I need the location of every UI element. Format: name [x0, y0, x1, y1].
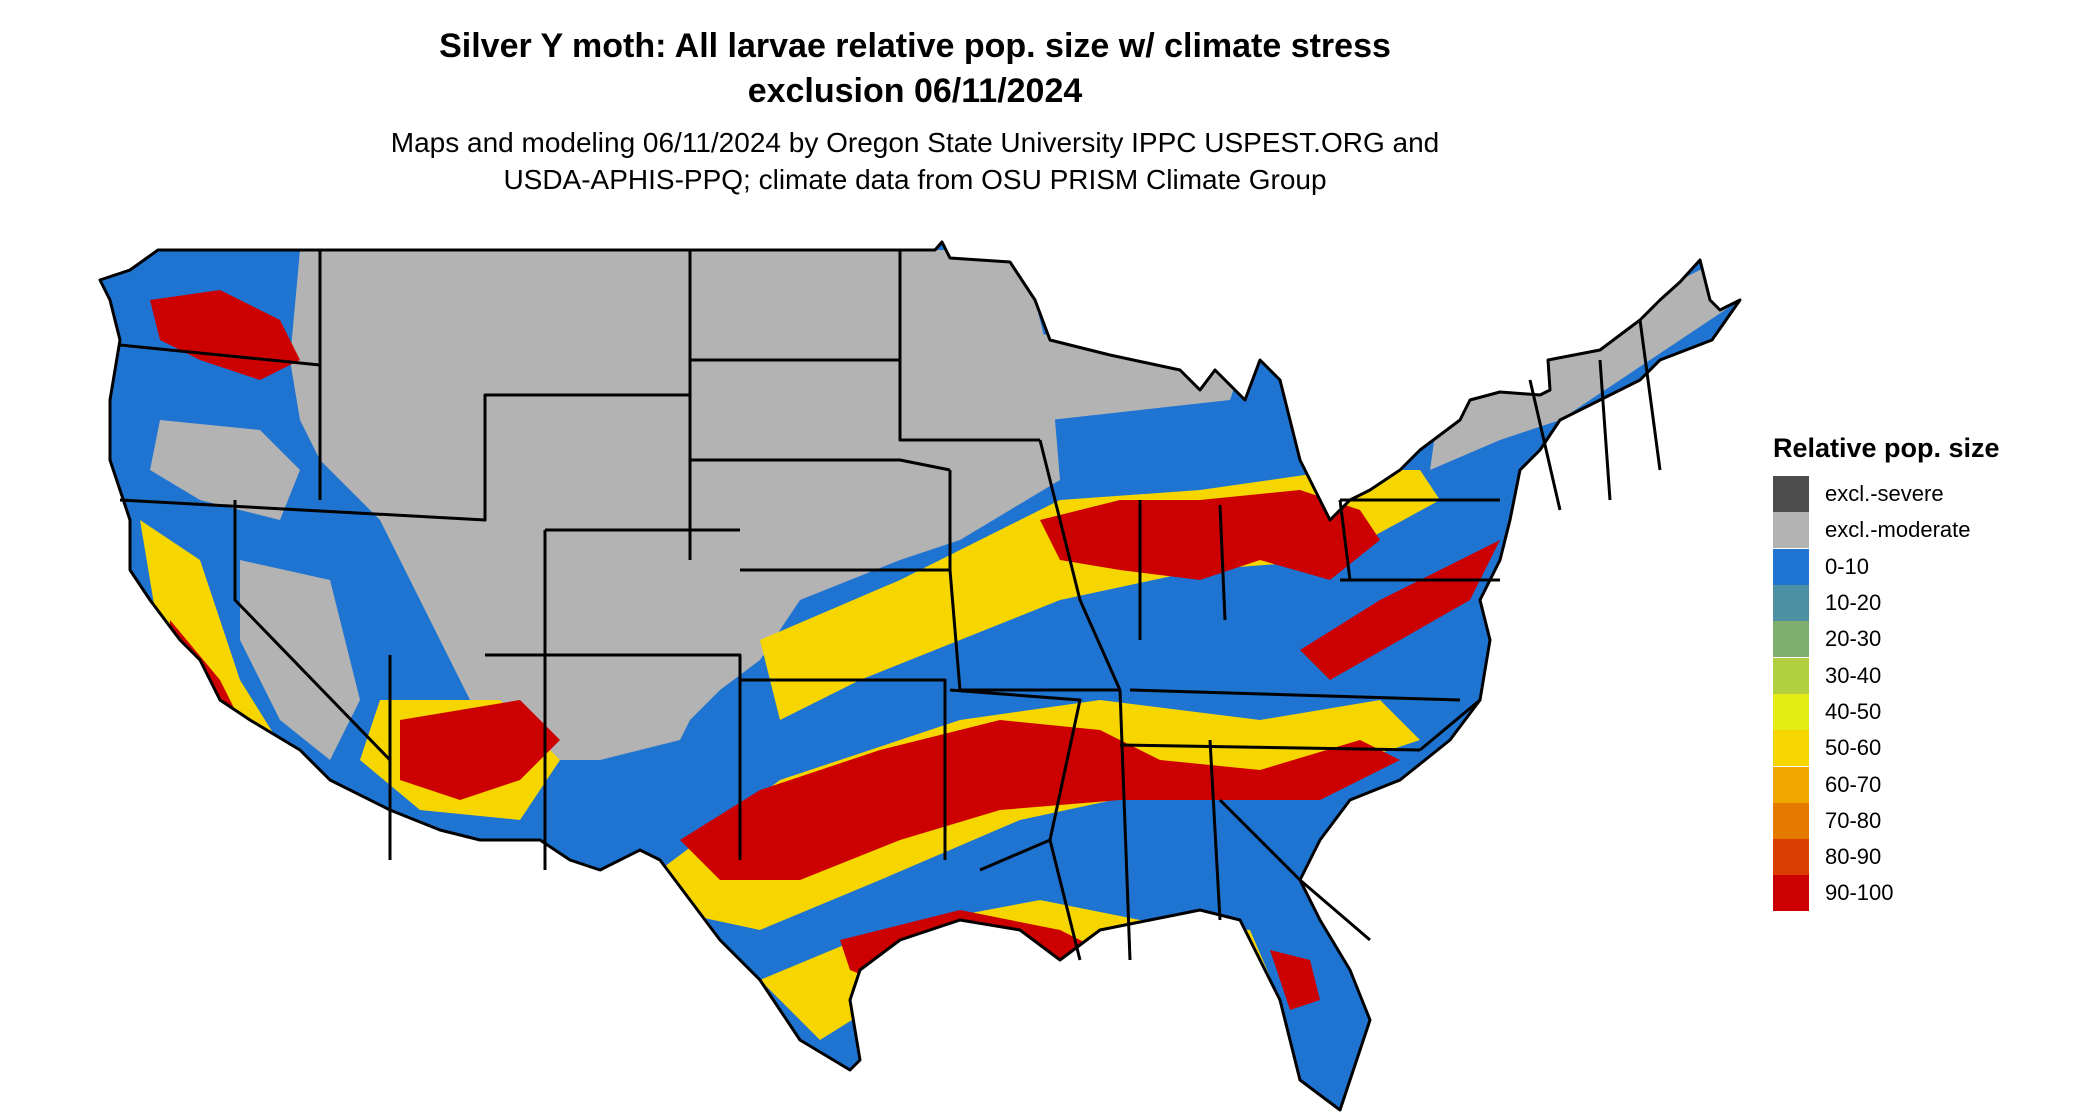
region-high-appalachia	[1300, 540, 1500, 680]
legend-label: excl.-severe	[1825, 481, 1944, 507]
legend-label: 30-40	[1825, 662, 1882, 688]
border-ar	[949, 688, 1082, 872]
legend-swatch	[1773, 548, 1809, 585]
region-mid-west	[140, 520, 290, 780]
legend-items: excl.-severe excl.-moderate 0-10 10-20 20-30…	[1773, 476, 2000, 912]
border-tn-bottom	[1119, 743, 1421, 752]
state-borders	[98, 240, 1742, 1112]
legend-swatch	[1773, 839, 1809, 876]
legend-item: 10-20	[1773, 585, 2000, 622]
legend-title: Relative pop. size	[1773, 433, 2000, 463]
legend-item: 70-80	[1773, 802, 2000, 839]
border-mo-east	[1038, 439, 1122, 691]
border-oh-pa	[1338, 499, 1352, 581]
title-line-2: exclusion 06/11/2024	[747, 72, 1083, 110]
region-excluded-mi	[1020, 330, 1240, 420]
legend-swatch	[1773, 657, 1809, 694]
legend-item: excl.-moderate	[1773, 512, 2000, 549]
legend-item: 50-60	[1773, 730, 2000, 767]
region-excluded-nv	[240, 560, 360, 760]
map-subtitle: Maps and modeling 06/11/2024 by Oregon S…	[0, 124, 1830, 198]
legend-swatch	[1773, 875, 1809, 912]
border-nv-ca	[233, 500, 392, 762]
legend-item: 40-50	[1773, 693, 2000, 730]
border-new-england	[1528, 319, 1662, 511]
border-mn	[898, 250, 1040, 442]
subtitle-line-1: Maps and modeling 06/11/2024 by Oregon S…	[390, 127, 1440, 158]
legend-swatch	[1773, 730, 1809, 767]
legend-swatch	[1773, 621, 1809, 658]
map-title: Silver Y moth: All larvae relative pop. …	[0, 24, 1830, 114]
border-in-oh	[1218, 504, 1227, 621]
region-high-florida	[1270, 950, 1320, 1010]
border-la	[1048, 839, 1082, 961]
legend: Relative pop. size excl.-severe excl.-mod…	[1773, 432, 2000, 912]
legend-label: 0-10	[1825, 553, 1870, 579]
border-ut-co-nm	[485, 653, 742, 860]
region-high-ohio-valley	[1040, 490, 1380, 580]
title-line-1: Silver Y moth: All larvae relative pop. …	[439, 27, 1391, 65]
legend-swatch	[1773, 693, 1809, 730]
border-ga-fl	[1218, 798, 1371, 942]
legend-label: 50-60	[1825, 735, 1882, 761]
border-ms	[1118, 689, 1132, 961]
region-high-south	[680, 720, 1400, 880]
border-sd-ne	[690, 458, 951, 472]
legend-swatch	[1773, 512, 1809, 549]
border-al	[1208, 739, 1222, 921]
region-high-pnw	[150, 290, 300, 380]
region-excluded	[290, 250, 1060, 760]
legend-swatch	[1773, 766, 1809, 803]
legend-label: 70-80	[1825, 807, 1882, 833]
region-high-southwest	[400, 700, 560, 800]
legend-swatch	[1773, 585, 1809, 622]
legend-swatch	[1773, 476, 1809, 513]
legend-item: 90-100	[1773, 875, 2000, 912]
border-tn-top	[1129, 688, 1461, 702]
region-mid-south	[620, 700, 1420, 930]
border-nc	[1419, 698, 1481, 752]
region-high-northeast	[1500, 520, 1560, 620]
legend-label: 60-70	[1825, 771, 1882, 797]
legend-item: 80-90	[1773, 839, 2000, 876]
legend-label: 90-100	[1825, 880, 1894, 906]
legend-label: excl.-moderate	[1825, 517, 1971, 543]
legend-item: excl.-severe	[1773, 476, 2000, 513]
legend-item: 30-40	[1773, 657, 2000, 694]
legend-label: 80-90	[1825, 844, 1882, 870]
legend-item: 60-70	[1773, 766, 2000, 803]
legend-swatch	[1773, 802, 1809, 839]
border-ca-id-wy	[119, 393, 690, 522]
legend-item: 0-10	[1773, 548, 2000, 585]
legend-item: 20-30	[1773, 621, 2000, 658]
legend-label: 40-50	[1825, 698, 1882, 724]
legend-label: 10-20	[1825, 590, 1882, 616]
legend-label: 20-30	[1825, 626, 1882, 652]
region-excluded-pnw	[150, 420, 300, 520]
border-ok	[740, 678, 947, 860]
subtitle-line-2: USDA-APHIS-PPQ; climate data from OSU PR…	[503, 164, 1327, 195]
region-excluded-ne	[1430, 260, 1740, 470]
